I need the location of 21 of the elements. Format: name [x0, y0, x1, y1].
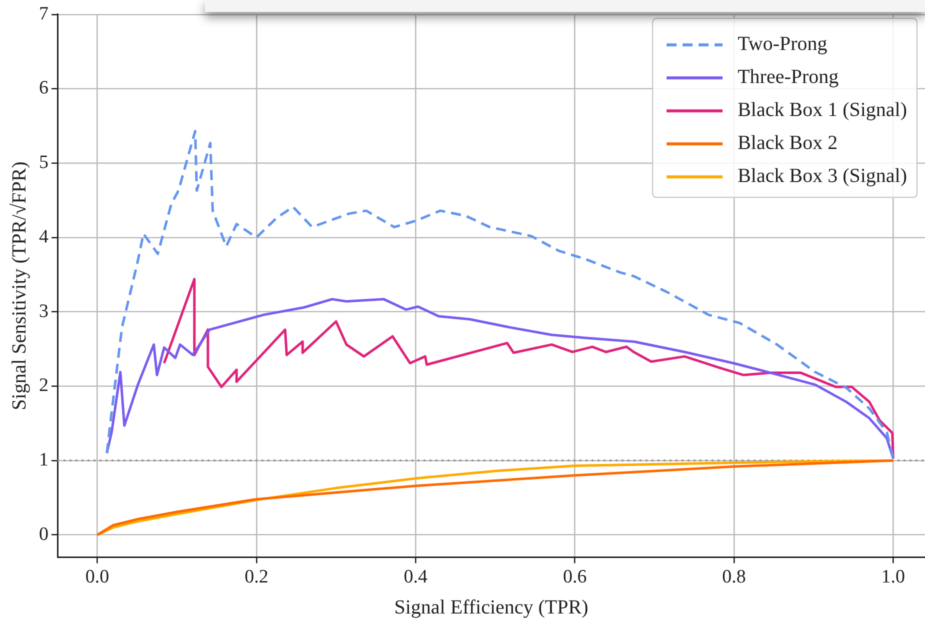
x-tick-label: 0.4 [404, 566, 428, 588]
y-tick-label: 6 [39, 78, 48, 99]
y-tick-label: 7 [39, 3, 48, 24]
y-tick-label: 0 [39, 524, 48, 545]
x-tick-label: 0.0 [85, 566, 110, 588]
y-axis-title: Signal Sensitivity (TPR/√FPR) [8, 161, 30, 410]
x-tick-label: 0.2 [244, 566, 268, 588]
x-tick-label: 0.6 [562, 566, 587, 588]
x-tick-label: 1.0 [881, 566, 906, 588]
y-tick-label: 5 [39, 152, 48, 174]
y-tick-label: 1 [39, 450, 48, 471]
legend-label: Two-Prong [738, 33, 828, 56]
x-axis-title: Signal Efficiency (TPR) [394, 596, 588, 618]
y-tick-label: 3 [39, 300, 48, 322]
y-tick-label: 4 [39, 226, 49, 248]
legend-label: Black Box 3 (Signal) [738, 165, 908, 188]
x-tick-label: 0.8 [722, 566, 746, 588]
legend-label: Three-Prong [738, 66, 839, 88]
legend-label: Black Box 1 (Signal) [738, 99, 908, 122]
y-tick-label: 2 [39, 375, 48, 396]
legend-label: Black Box 2 [738, 132, 838, 154]
